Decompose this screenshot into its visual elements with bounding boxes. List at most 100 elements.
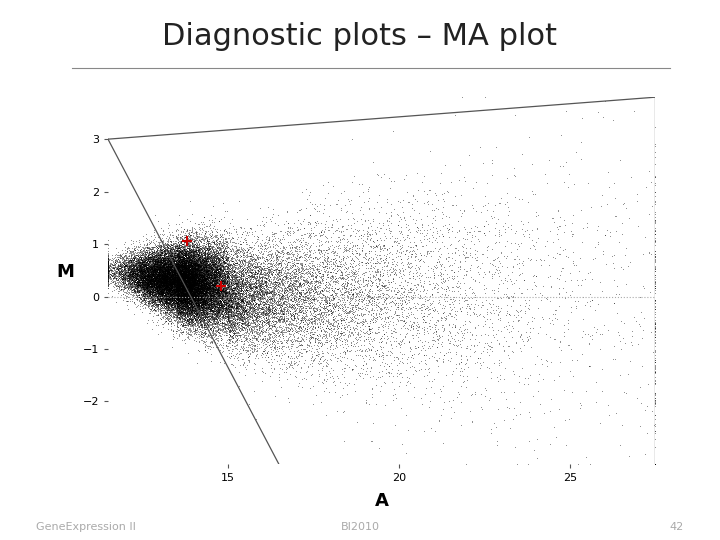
Point [192, 302, 203, 310]
Point [192, 305, 203, 313]
Point [178, 295, 189, 303]
Point [176, 271, 188, 279]
Point [518, 232, 529, 241]
Point [158, 284, 169, 292]
Point [138, 267, 150, 276]
Point [192, 262, 203, 271]
Point [140, 278, 152, 286]
Point [149, 276, 161, 285]
Point [186, 284, 198, 293]
Point [176, 271, 188, 279]
Point [153, 286, 165, 295]
Point [279, 315, 290, 323]
Point [460, 303, 472, 312]
Point [184, 238, 196, 247]
Point [148, 254, 160, 263]
Point [170, 287, 181, 295]
Point [296, 335, 307, 343]
Point [194, 285, 206, 293]
Point [193, 311, 204, 320]
Point [359, 288, 370, 297]
Point [171, 303, 182, 312]
Point [184, 272, 195, 280]
Point [165, 278, 176, 286]
Point [190, 292, 202, 300]
Point [179, 278, 191, 287]
Point [187, 281, 199, 289]
Point [149, 265, 161, 274]
Point [231, 315, 243, 323]
Point [184, 253, 195, 261]
Point [171, 269, 183, 278]
Point [387, 372, 399, 380]
Point [467, 253, 478, 261]
Point [168, 264, 180, 273]
Point [189, 278, 201, 286]
Point [154, 292, 166, 300]
Point [187, 269, 199, 278]
Point [166, 313, 178, 322]
Point [141, 283, 153, 292]
Point [176, 299, 187, 308]
Point [165, 252, 176, 260]
Point [169, 250, 181, 259]
Point [171, 296, 183, 305]
Point [145, 269, 156, 278]
Point [168, 269, 180, 278]
Point [425, 298, 436, 307]
Point [173, 271, 184, 280]
Point [194, 312, 205, 320]
Point [217, 263, 229, 272]
Point [145, 286, 157, 295]
Point [220, 289, 232, 298]
Point [269, 307, 281, 315]
Point [164, 291, 176, 300]
Point [190, 265, 202, 274]
Point [225, 316, 237, 325]
Point [222, 261, 233, 269]
Point [314, 286, 325, 295]
Point [217, 269, 228, 278]
Point [171, 285, 183, 293]
Point [193, 292, 204, 300]
Point [229, 304, 240, 313]
Point [202, 251, 214, 259]
Point [265, 256, 276, 265]
Point [202, 276, 213, 285]
Point [246, 303, 257, 312]
Point [174, 295, 186, 303]
Point [330, 302, 341, 311]
Point [259, 308, 271, 317]
Point [305, 240, 317, 249]
Point [207, 280, 219, 289]
Point [184, 299, 195, 307]
Point [385, 268, 397, 276]
Point [183, 272, 194, 281]
Point [348, 269, 359, 278]
Point [162, 240, 174, 249]
Point [137, 287, 148, 296]
Point [207, 338, 218, 347]
Point [177, 284, 189, 293]
Point [175, 241, 186, 249]
Point [207, 299, 219, 307]
Point [157, 270, 168, 279]
Point [234, 263, 246, 272]
Point [196, 288, 207, 296]
Point [262, 295, 274, 304]
Point [163, 293, 175, 301]
Point [261, 269, 273, 278]
Point [176, 279, 187, 287]
Point [136, 258, 148, 266]
Point [140, 276, 152, 285]
Point [420, 351, 431, 360]
Point [179, 279, 190, 287]
Point [131, 284, 143, 292]
Point [341, 278, 353, 286]
Point [174, 254, 186, 263]
Point [176, 306, 188, 315]
Point [161, 249, 173, 258]
Point [125, 286, 137, 294]
Point [282, 268, 293, 276]
Point [267, 299, 279, 307]
